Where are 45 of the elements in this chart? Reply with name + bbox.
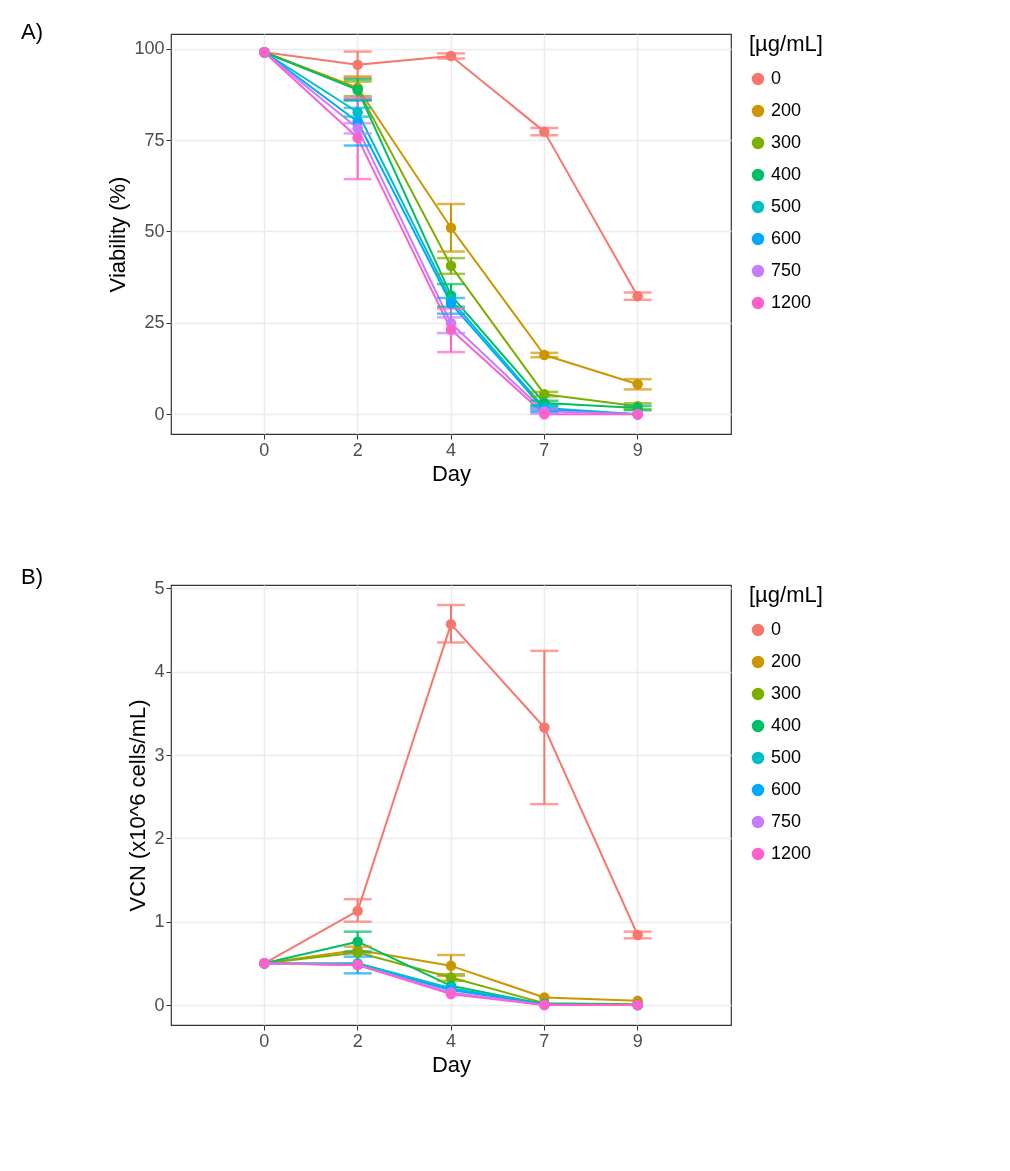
legend-label: 750 [771, 260, 802, 280]
legend-label: 500 [771, 747, 802, 767]
y-axis-title: Viability (%) [105, 176, 131, 293]
legend-title: [µg/mL] [749, 582, 823, 607]
y-axis-title: VCN (x10^6 cells/mL) [125, 699, 151, 912]
legend-label: 200 [771, 651, 802, 671]
legend-label: 600 [771, 779, 802, 799]
x-tick-label: 7 [539, 439, 550, 460]
x-tick-label: 2 [352, 1030, 363, 1051]
legend-label: 0 [771, 68, 782, 88]
y-tick-label: 75 [144, 129, 165, 150]
y-tick-label: 0 [154, 403, 165, 424]
legend-label: 400 [771, 715, 802, 735]
legend-label: 1200 [771, 843, 812, 863]
legend-label: 300 [771, 132, 802, 152]
y-tick-label: 25 [144, 312, 165, 333]
legend-label: 200 [771, 100, 802, 120]
x-tick-label: 0 [259, 439, 270, 460]
legend-label: 500 [771, 196, 802, 216]
y-tick-label: 2 [154, 827, 165, 848]
y-tick-label: 5 [154, 577, 165, 598]
y-tick-label: 100 [134, 38, 165, 59]
legend-label: 300 [771, 683, 802, 703]
legend-label: 600 [771, 228, 802, 248]
x-axis-title: Day [431, 460, 472, 486]
x-tick-label: 0 [259, 1030, 270, 1051]
legend-label: 0 [771, 619, 782, 639]
x-tick-label: 9 [632, 1030, 643, 1051]
y-tick-label: 0 [154, 994, 165, 1015]
legend-label: 1200 [771, 292, 812, 312]
chart-title: B) [21, 564, 43, 590]
legend-label: 750 [771, 811, 802, 831]
x-tick-label: 4 [445, 439, 457, 460]
x-tick-label: 2 [352, 439, 363, 460]
x-tick-label: 9 [632, 439, 643, 460]
legend-title: [µg/mL] [749, 31, 823, 56]
y-tick-label: 1 [154, 911, 165, 932]
x-axis-title: Day [431, 1051, 472, 1077]
x-tick-label: 7 [539, 1030, 550, 1051]
chart-title: A) [21, 19, 43, 44]
y-tick-label: 4 [154, 661, 165, 682]
y-tick-label: 50 [144, 220, 165, 241]
legend-label: 400 [771, 164, 802, 184]
y-tick-label: 3 [154, 744, 165, 765]
x-tick-label: 4 [445, 1030, 457, 1051]
